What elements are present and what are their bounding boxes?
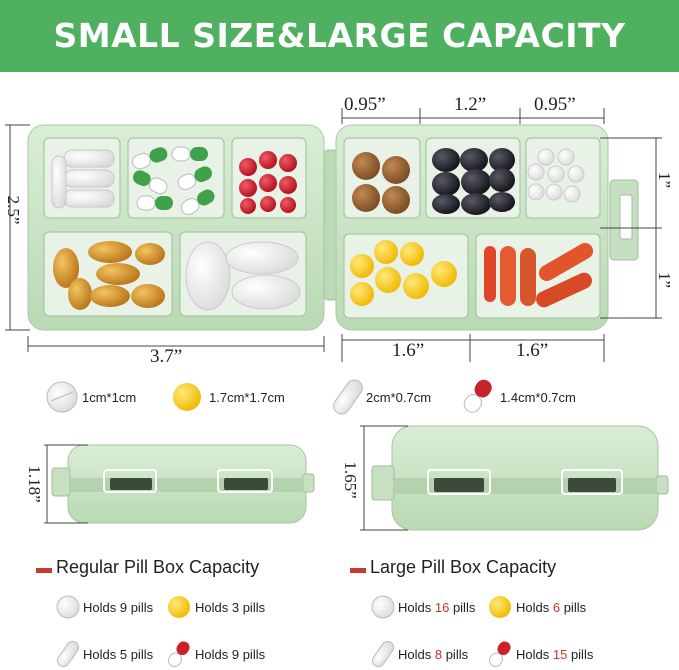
regular-capacity-4: Holds 9 pills xyxy=(195,647,266,662)
left-box-half xyxy=(27,124,325,331)
dim-right-row-2: 1” xyxy=(655,271,674,289)
regular-capacity-1: Holds 9 pills xyxy=(83,600,154,615)
right-box-half xyxy=(335,124,639,331)
dim-bottom-1: 1.6” xyxy=(392,340,425,361)
large-yellow-icon xyxy=(489,596,511,618)
large-capacity-1: Holds 16 pills xyxy=(398,600,476,615)
regular-capacity-3: Holds 5 pills xyxy=(83,647,154,662)
dim-left-height: 2.5” xyxy=(4,195,23,225)
white-oval-pill-icon xyxy=(333,379,363,415)
large-capacity-3: Holds 8 pills xyxy=(398,647,469,662)
regular-capacity-2: Holds 3 pills xyxy=(195,600,266,615)
large-red-capsule-icon xyxy=(488,641,511,668)
yellow-softgel-icon xyxy=(173,383,201,411)
large-white-oval-icon xyxy=(371,640,395,668)
dim-right-row-1: 1” xyxy=(655,171,674,189)
regular-white-oval-icon xyxy=(56,640,80,668)
large-capacity-4: Holds 15 pills xyxy=(516,647,594,662)
dim-regular-height: 1.18” xyxy=(25,465,44,503)
dim-top-small-1: 0.95” xyxy=(344,94,386,115)
regular-white-round-icon xyxy=(56,595,80,619)
large-capacity-title: Large Pill Box Capacity xyxy=(370,557,557,577)
regular-title-marker xyxy=(36,568,52,573)
dim-large-height: 1.65” xyxy=(341,461,360,499)
large-capacity-2: Holds 6 pills xyxy=(516,600,587,615)
regular-yellow-icon xyxy=(168,596,190,618)
title-banner xyxy=(0,0,679,72)
banner-title: SMALL SIZE&LARGE CAPACITY xyxy=(53,16,626,55)
large-title-marker xyxy=(350,568,366,573)
pill-size-label-1: 1cm*1cm xyxy=(82,390,137,405)
pill-size-label-4: 1.4cm*0.7cm xyxy=(500,390,576,405)
regular-red-capsule-icon xyxy=(167,641,190,668)
regular-box-closed xyxy=(51,444,315,524)
pill-size-label-3: 2cm*0.7cm xyxy=(366,390,432,405)
dim-top-small-2: 0.95” xyxy=(534,94,576,115)
large-white-round-icon xyxy=(371,595,395,619)
dim-bottom-2: 1.6” xyxy=(516,340,549,361)
dim-left-width: 3.7” xyxy=(150,346,183,367)
dimension-lines xyxy=(5,108,662,362)
regular-capacity-title: Regular Pill Box Capacity xyxy=(56,557,260,577)
pill-size-label-2: 1.7cm*1.7cm xyxy=(209,390,285,405)
red-capsule-icon xyxy=(463,379,492,413)
dim-top-mid: 1.2” xyxy=(454,94,487,115)
white-round-pill-icon xyxy=(46,381,78,413)
large-box-closed xyxy=(371,425,669,531)
